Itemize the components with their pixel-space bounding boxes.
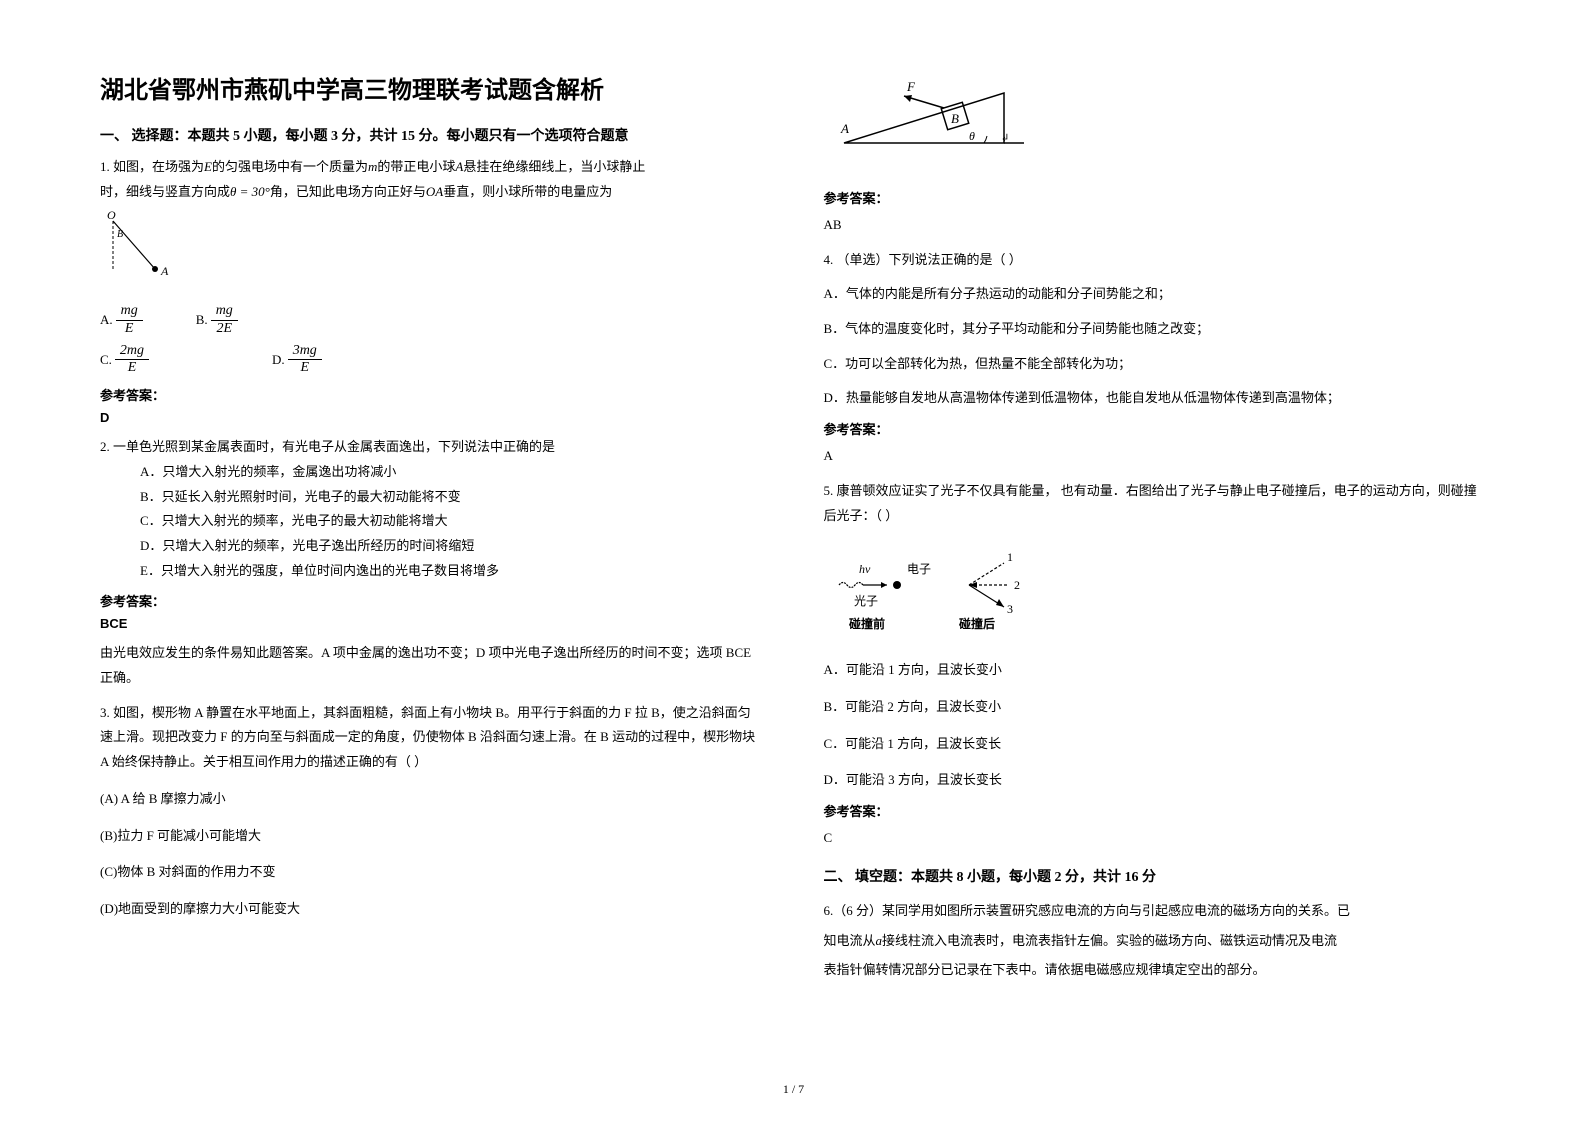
q3-answer-label: 参考答案： xyxy=(824,188,1488,207)
q1-fracB: mg 2E xyxy=(211,303,238,338)
q2-option-e: E．只增大入射光的强度，单位时间内逸出的光电子数目将增多 xyxy=(140,559,764,584)
question-3: 3. 如图，楔形物 A 静置在水平地面上，其斜面粗糙，斜面上有小物块 B。用平行… xyxy=(100,701,764,775)
q1-option-a: A. mg E xyxy=(100,303,146,338)
q1-fracC-den: E xyxy=(115,360,149,377)
dir-3-label: 3 xyxy=(1007,602,1013,616)
q1-part-g: 垂直，则小球所带的电量应为 xyxy=(443,184,612,199)
q4-option-b: B．气体的温度变化时，其分子平均动能和分子间势能也随之改变； xyxy=(824,317,1488,342)
q3-answer: AB xyxy=(824,213,1488,238)
q1-options-row-2: C. 2mg E D. 3mg E xyxy=(100,343,764,378)
q1-fracD: 3mg E xyxy=(288,343,322,378)
question-2: 2. 一单色光照到某金属表面时，有光电子从金属表面逸出，下列说法中正确的是 A．… xyxy=(100,435,764,583)
q1-optA-label: A. xyxy=(100,308,113,333)
q6-part-b: 知电流从 xyxy=(824,933,876,948)
q1-fracB-den: 2E xyxy=(211,321,238,338)
page-number: 1 / 7 xyxy=(783,1082,804,1097)
question-6: 6.（6 分）某同学用如图所示装置研究感应电流的方向与引起感应电流的磁场方向的关… xyxy=(824,896,1488,986)
q6-part-d: 表指针偏转情况部分已记录在下表中。请依据电磁感应规律填定空出的部分。 xyxy=(824,962,1266,977)
q3-option-d: (D)地面受到的摩擦力大小可能变大 xyxy=(100,897,764,922)
section-2-heading: 二、 填空题：本题共 8 小题，每小题 2 分，共计 16 分 xyxy=(824,866,1488,886)
q3-option-a: (A) A 给 B 摩擦力减小 xyxy=(100,787,764,812)
q1-E: E xyxy=(204,159,212,174)
q5-answer-label: 参考答案： xyxy=(824,801,1488,820)
q1-options-row-1: A. mg E B. mg 2E xyxy=(100,303,764,338)
q4-option-d: D．热量能够自发地从高温物体传递到低温物体，也能自发地从低温物体传递到高温物体； xyxy=(824,386,1488,411)
q5-option-b: B．可能沿 2 方向，且波长变小 xyxy=(824,695,1488,720)
q1-theta: θ = 30° xyxy=(230,184,270,199)
question-1: 1. 如图，在场强为E的匀强电场中有一个质量为m的带正电小球A悬挂在绝缘细线上，… xyxy=(100,155,764,377)
left-column: 湖北省鄂州市燕矶中学高三物理联考试题含解析 一、 选择题：本题共 5 小题，每小… xyxy=(100,70,764,985)
q1-fracC: 2mg E xyxy=(115,343,149,378)
q5-option-c: C．可能沿 1 方向，且波长变长 xyxy=(824,732,1488,757)
triangle-theta-label: θ xyxy=(969,129,975,143)
q1-answer: D xyxy=(100,410,764,425)
q5-answer: C xyxy=(824,826,1488,851)
q1-part-e: 时，细线与竖直方向成 xyxy=(100,184,230,199)
q1-fracB-num: mg xyxy=(211,303,238,321)
q1-optD-label: D. xyxy=(272,348,285,373)
q3-option-b: (B)拉力 F 可能减小可能增大 xyxy=(100,824,764,849)
q1-part-b: 的匀强电场中有一个质量为 xyxy=(212,159,368,174)
photon-hv-label: hv xyxy=(859,562,871,576)
q1-OA: OA xyxy=(426,184,443,199)
dir-2-label: 2 xyxy=(1014,578,1020,592)
q2-answer: BCE xyxy=(100,616,764,631)
q2-option-d: D．只增大入射光的频率，光电子逸出所经历的时间将缩短 xyxy=(140,534,764,559)
q1-optC-label: C. xyxy=(100,348,112,373)
section-1-heading: 一、 选择题：本题共 5 小题，每小题 3 分，共计 15 分。每小题只有一个选… xyxy=(100,125,764,145)
right-column: B F A θ ↲ 参考答案： AB 4. （单选）下列说法正确的是（ ） A．… xyxy=(824,70,1488,985)
q5-option-d: D．可能沿 3 方向，且波长变长 xyxy=(824,768,1488,793)
triangle-B-label: B xyxy=(951,111,959,126)
oa-O-label: O xyxy=(107,209,116,222)
q4-text: 4. （单选）下列说法正确的是（ ） xyxy=(824,248,1488,273)
q5-text: 5. 康普顿效应证实了光子不仅具有能量， 也有动量．右图给出了光子与静止电子碰撞… xyxy=(824,479,1488,528)
q6-part-a: 6.（6 分）某同学用如图所示装置研究感应电流的方向与引起感应电流的磁场方向的关… xyxy=(824,903,1351,918)
q2-option-a: A．只增大入射光的频率，金属逸出功将减小 xyxy=(140,460,764,485)
q2-option-b: B．只延长入射光照射时间，光电子的最大初动能将不变 xyxy=(140,485,764,510)
after-label: 碰撞后 xyxy=(958,616,995,631)
q1-fracD-den: E xyxy=(288,360,322,377)
q5-option-a: A．可能沿 1 方向，且波长变小 xyxy=(824,658,1488,683)
q1-answer-label: 参考答案： xyxy=(100,385,764,404)
page-title: 湖北省鄂州市燕矶中学高三物理联考试题含解析 xyxy=(100,70,764,105)
before-label: 碰撞前 xyxy=(848,616,885,631)
q1-fracA-num: mg xyxy=(116,303,143,321)
q4-answer-label: 参考答案： xyxy=(824,419,1488,438)
triangle-F-label: F xyxy=(906,79,916,94)
q3-text: 3. 如图，楔形物 A 静置在水平地面上，其斜面粗糙，斜面上有小物块 B。用平行… xyxy=(100,701,764,775)
q2-text: 2. 一单色光照到某金属表面时，有光电子从金属表面逸出，下列说法中正确的是 xyxy=(100,435,764,460)
triangle-A-label: A xyxy=(840,121,849,136)
triangle-arrow-icon: ↲ xyxy=(1001,133,1009,144)
q1-m: m xyxy=(368,159,377,174)
q2-answer-label: 参考答案： xyxy=(100,591,764,610)
triangle-diagram: B F A θ ↲ xyxy=(829,78,1488,173)
oa-diagram: O B A xyxy=(105,209,764,293)
q1-part-a: 1. 如图，在场强为 xyxy=(100,159,204,174)
q4-answer: A xyxy=(824,444,1488,469)
dir-1-label: 1 xyxy=(1007,550,1013,564)
q1-fracD-num: 3mg xyxy=(288,343,322,361)
q1-part-f: 角，已知此电场方向正好与 xyxy=(270,184,426,199)
q1-fracA-den: E xyxy=(116,321,143,338)
q1-fracA: mg E xyxy=(116,303,143,338)
q3-option-c: (C)物体 B 对斜面的作用力不变 xyxy=(100,860,764,885)
photon-electron-label: 电子 xyxy=(907,562,931,576)
q1-text: 1. 如图，在场强为E的匀强电场中有一个质量为m的带正电小球A悬挂在绝缘细线上，… xyxy=(100,155,764,204)
photon-label: 光子 xyxy=(854,594,878,608)
q4-option-c: C．功可以全部转化为热，但热量不能全部转化为功； xyxy=(824,352,1488,377)
oa-A-label: A xyxy=(160,264,169,278)
q1-option-b: B. mg 2E xyxy=(196,303,241,338)
q1-part-d: 悬挂在绝缘细线上，当小球静止 xyxy=(463,159,645,174)
q2-explain: 由光电效应发生的条件易知此题答案。A 项中金属的逸出功不变；D 项中光电子逸出所… xyxy=(100,641,764,690)
q1-optB-label: B. xyxy=(196,308,208,333)
photon-diagram: hv 电子 光子 碰撞前 1 2 3 碰撞后 xyxy=(829,543,1488,643)
q1-part-c: 的带正电小球 xyxy=(377,159,455,174)
q1-fracC-num: 2mg xyxy=(115,343,149,361)
q1-option-d: D. 3mg E xyxy=(272,343,325,378)
q2-options: A．只增大入射光的频率，金属逸出功将减小 B．只延长入射光照射时间，光电子的最大… xyxy=(140,460,764,583)
q1-option-c: C. 2mg E xyxy=(100,343,152,378)
q2-option-c: C．只增大入射光的频率，光电子的最大初动能将增大 xyxy=(140,509,764,534)
q4-option-a: A．气体的内能是所有分子热运动的动能和分子间势能之和； xyxy=(824,282,1488,307)
q6-part-c: 接线柱流入电流表时，电流表指针左偏。实验的磁场方向、磁铁运动情况及电流 xyxy=(882,933,1337,948)
